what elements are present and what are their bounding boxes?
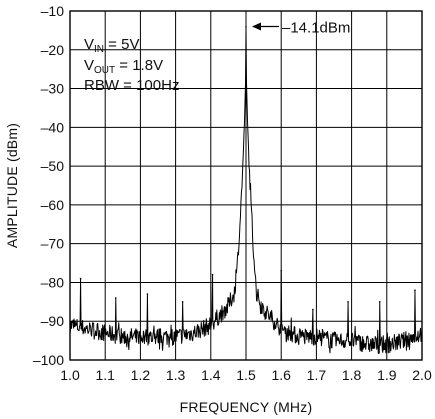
x-tick-label: 1.4 bbox=[201, 367, 221, 383]
y-tick-label: –100 bbox=[33, 352, 64, 368]
legend-line-vout: VOUT = 1.8V bbox=[84, 57, 163, 76]
peak-annotation: –14.1dBm bbox=[252, 20, 350, 37]
y-tick-label: –60 bbox=[41, 197, 65, 213]
spur-point bbox=[347, 301, 349, 303]
y-tick-label: –30 bbox=[41, 81, 65, 97]
y-tick-label: –40 bbox=[41, 119, 65, 135]
spur-point bbox=[114, 297, 117, 299]
spur-point bbox=[146, 293, 149, 295]
legend-box: VIN = 5V VOUT = 1.8V RBW = 100Hz bbox=[84, 36, 179, 94]
peak-label: –14.1dBm bbox=[282, 20, 350, 37]
x-tick-label: 2.0 bbox=[412, 367, 432, 383]
x-tick-label: 1.2 bbox=[131, 367, 151, 383]
peak-arrow-head bbox=[252, 22, 261, 31]
y-tick-label: –10 bbox=[41, 3, 65, 19]
y-axis-title: AMPLITUDE (dBm) bbox=[4, 123, 20, 248]
y-tick-label: –50 bbox=[41, 158, 65, 174]
y-tick-label: –70 bbox=[41, 236, 65, 252]
x-tick-label: 1.0 bbox=[60, 367, 80, 383]
x-tick-label: 1.7 bbox=[307, 367, 327, 383]
spur-point bbox=[245, 26, 247, 28]
x-tick-label: 1.1 bbox=[95, 367, 115, 383]
spur-point bbox=[280, 270, 283, 272]
x-axis-title: FREQUENCY (MHz) bbox=[180, 399, 313, 415]
legend-line-vin: VIN = 5V bbox=[84, 36, 139, 55]
x-tick-labels: 1.0 1.1 1.2 1.3 1.4 1.5 1.6 1.7 1.8 1.9 2.0 bbox=[60, 367, 432, 383]
y-tick-labels: –10 –20 –30 –40 –50 –60 –70 –80 –90 –100 bbox=[33, 3, 64, 368]
x-tick-label: 1.9 bbox=[377, 367, 397, 383]
spur-point bbox=[181, 301, 184, 303]
x-tick-label: 1.8 bbox=[342, 367, 362, 383]
x-tick-label: 1.3 bbox=[166, 367, 186, 383]
spur-point bbox=[211, 273, 214, 276]
trace-layer bbox=[69, 26, 423, 354]
spur-point bbox=[79, 277, 82, 280]
y-tick-label: –20 bbox=[41, 42, 65, 58]
x-tick-label: 1.6 bbox=[271, 367, 291, 383]
plot-frame bbox=[69, 10, 423, 361]
y-tick-label: –80 bbox=[41, 274, 65, 290]
x-tick-label: 1.5 bbox=[236, 367, 256, 383]
spur-point bbox=[414, 289, 416, 292]
spur-point bbox=[312, 308, 314, 311]
legend-line-rbw: RBW = 100Hz bbox=[84, 77, 179, 94]
spur-point bbox=[378, 301, 381, 303]
y-tick-label: –90 bbox=[41, 313, 65, 329]
